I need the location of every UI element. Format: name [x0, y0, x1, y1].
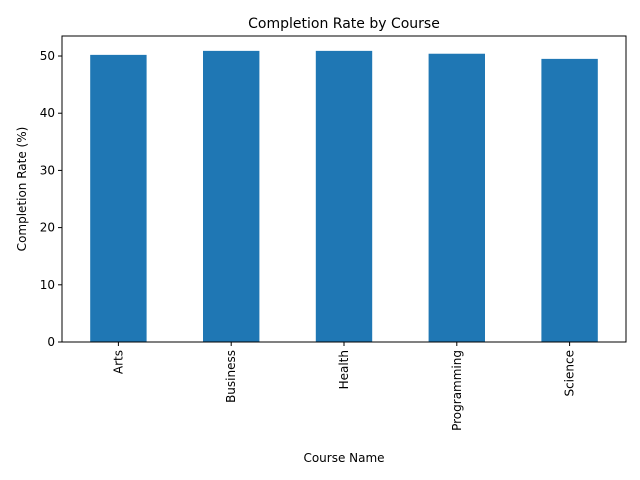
bar-science — [541, 58, 598, 342]
x-axis-label: Course Name — [303, 451, 384, 465]
x-tick-label: Science — [563, 350, 577, 397]
y-tick-label: 30 — [40, 163, 55, 177]
y-tick-label: 20 — [40, 221, 55, 235]
x-axis-ticks: Arts Business Health Programming Science — [111, 342, 577, 431]
y-tick-label: 50 — [40, 49, 55, 63]
chart-title: Completion Rate by Course — [248, 16, 440, 32]
y-tick-label: 40 — [40, 106, 55, 120]
y-axis-label: Completion Rate (%) — [15, 127, 29, 252]
bars-group — [90, 50, 598, 343]
bar-programming — [428, 53, 485, 343]
x-tick-label: Health — [337, 350, 351, 389]
x-tick-label: Arts — [111, 350, 125, 374]
bar-health — [315, 50, 373, 342]
x-tick-label: Programming — [450, 350, 464, 431]
x-tick-label: Business — [224, 350, 238, 403]
bar-arts — [90, 54, 147, 343]
bar-business — [203, 50, 260, 342]
plot-frame — [61, 35, 627, 343]
y-tick-label: 0 — [47, 335, 55, 349]
y-tick-label: 10 — [40, 278, 55, 292]
y-axis-ticks: 0 10 20 30 40 50 — [40, 49, 62, 349]
